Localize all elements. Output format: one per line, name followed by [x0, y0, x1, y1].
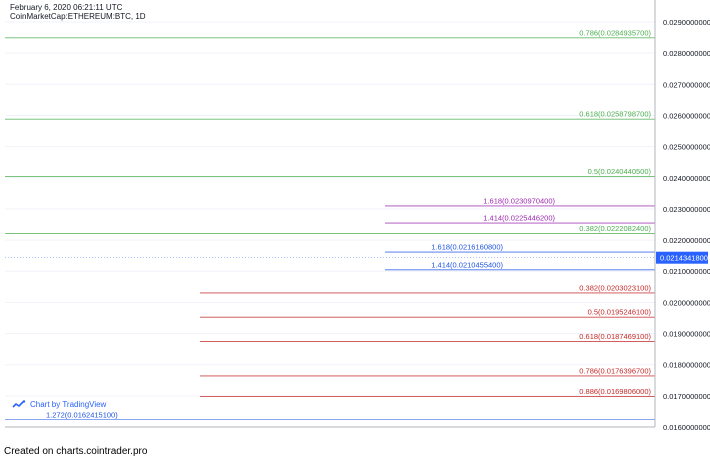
- y-tick-label: 0.0260000000: [663, 111, 710, 120]
- fib-red-label: 0.618(0.0187469100): [579, 332, 651, 341]
- y-tick-label: 0.0220000000: [663, 236, 710, 245]
- y-tick-label: 0.0160000000: [663, 423, 710, 432]
- footer-credit: Created on charts.cointrader.pro: [4, 446, 148, 457]
- fib-blue-label: 1.414(0.0210455400): [431, 260, 503, 269]
- tradingview-text: Chart by TradingView: [30, 400, 107, 410]
- fib-red-label: 0.786(0.0176396700): [579, 366, 651, 375]
- fib-green-label: 0.382(0.0222082400): [579, 224, 651, 233]
- y-tick-label: 0.0270000000: [663, 80, 710, 89]
- fib-blue-label: 1.272(0.0162415100): [46, 410, 118, 419]
- chart-axes: 0.0290000000 0.0280000000 0.0270000000 0.02…: [5, 0, 710, 432]
- fib-green-label: 0.5(0.0240440500): [588, 167, 652, 176]
- fib-green-label: 0.786(0.0284935700): [579, 28, 651, 37]
- y-tick-label: 0.0210000000: [663, 267, 710, 276]
- y-tick-label: 0.0250000000: [663, 143, 710, 152]
- fib-labels: 0.786(0.0284935700) 0.618(0.0258798700) 0.…: [46, 28, 651, 419]
- last-price-label: 0.0214341800: [660, 254, 708, 263]
- fib-purple-label: 1.618(0.0230970400): [483, 196, 555, 205]
- tradingview-badge[interactable]: Chart by TradingView: [12, 400, 106, 410]
- y-tick-label: 0.0240000000: [663, 174, 710, 183]
- fib-green-label: 0.618(0.0258798700): [579, 110, 651, 119]
- chart-date: February 6, 2020 06:21:11 UTC: [10, 3, 123, 12]
- last-price-badge: [656, 251, 708, 264]
- fib-red-label: 0.886(0.0169806000): [579, 387, 651, 396]
- price-chart[interactable]: 0.0290000000 0.0280000000 0.0270000000 0.02…: [0, 0, 710, 440]
- fib-blue-label: 1.618(0.0216160800): [431, 243, 503, 252]
- y-tick-label: 0.0190000000: [663, 330, 710, 339]
- fib-levels: [5, 37, 655, 420]
- y-tick-label: 0.0280000000: [663, 49, 710, 58]
- fib-red-label: 0.5(0.0195246100): [588, 308, 652, 317]
- chart-symbol: CoinMarketCap:ETHEREUM:BTC, 1D: [10, 12, 146, 21]
- y-tick-label: 0.0290000000: [663, 18, 710, 27]
- fib-red-label: 0.382(0.0203023100): [579, 283, 651, 292]
- fib-purple-label: 1.414(0.0225446200): [483, 214, 555, 223]
- y-tick-label: 0.0180000000: [663, 361, 710, 370]
- y-tick-label: 0.0200000000: [663, 298, 710, 307]
- tradingview-icon: [12, 400, 26, 408]
- y-tick-label: 0.0230000000: [663, 205, 710, 214]
- y-tick-label: 0.0170000000: [663, 392, 710, 401]
- chart-grid: [5, 21, 655, 428]
